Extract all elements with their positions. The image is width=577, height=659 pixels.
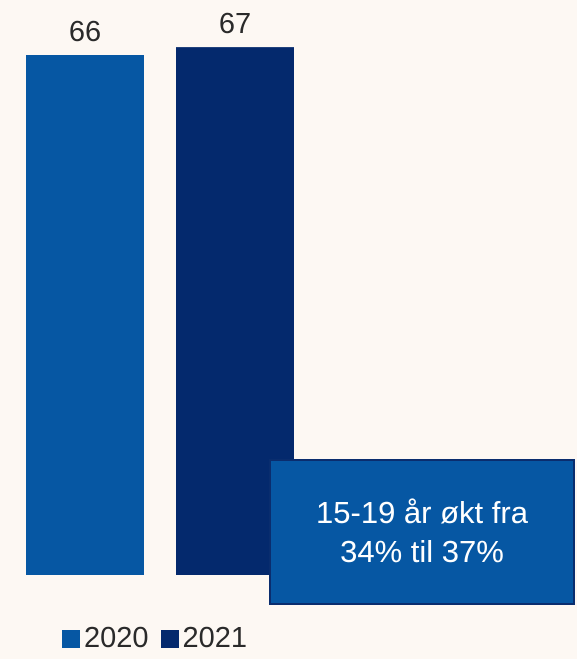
annotation-callout: 15-19 år økt fra 34% til 37% [269,459,575,605]
bar-2020 [26,55,144,575]
legend-item-2021: 2021 [160,622,248,655]
legend: 2020 2021 [62,622,259,655]
legend-label-2020: 2020 [84,622,149,654]
legend-swatch-2021 [160,629,179,648]
annotation-line-1: 15-19 år økt fra [316,495,528,530]
legend-label-2021: 2021 [182,622,248,654]
legend-swatch-2020 [62,629,80,648]
data-label-2020: 66 [69,16,101,48]
data-label-2021: 67 [219,8,251,40]
legend-item-2020: 2020 [62,622,149,655]
annotation-line-2: 34% til 37% [340,534,504,569]
